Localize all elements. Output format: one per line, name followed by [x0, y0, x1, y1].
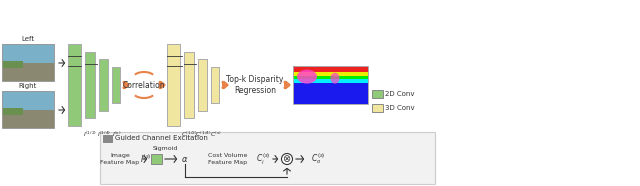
Text: $C_o^{(s)}$: $C_o^{(s)}$ — [311, 152, 325, 166]
Bar — [2, 61, 23, 68]
FancyBboxPatch shape — [68, 44, 81, 126]
Text: $I^{(1/2)}$: $I^{(1/2)}$ — [83, 130, 97, 139]
FancyBboxPatch shape — [103, 135, 112, 142]
Text: $I^{(s)}$: $I^{(s)}$ — [140, 153, 152, 165]
Text: $\alpha$: $\alpha$ — [181, 155, 189, 163]
Text: Sigmoid: Sigmoid — [152, 146, 178, 151]
Ellipse shape — [330, 73, 339, 84]
Bar — [293, 76, 368, 79]
Bar — [2, 91, 54, 110]
Text: 3D Conv: 3D Conv — [385, 105, 415, 111]
Text: $I^{(1/4)}$: $I^{(1/4)}$ — [97, 130, 111, 139]
Text: $\otimes$: $\otimes$ — [282, 153, 292, 164]
Text: Correlation: Correlation — [123, 81, 165, 89]
FancyBboxPatch shape — [99, 59, 108, 111]
FancyBboxPatch shape — [151, 154, 162, 164]
FancyBboxPatch shape — [184, 52, 194, 118]
FancyBboxPatch shape — [211, 67, 219, 103]
Text: Guided Channel Excitation: Guided Channel Excitation — [115, 135, 208, 142]
Text: $C^{(1/2)}$: $C^{(1/2)}$ — [180, 130, 197, 139]
Bar — [293, 66, 368, 72]
FancyBboxPatch shape — [167, 44, 180, 126]
Bar — [293, 83, 368, 104]
FancyBboxPatch shape — [372, 90, 383, 98]
Text: Cost Volume
Feature Map: Cost Volume Feature Map — [208, 153, 248, 165]
Text: Left: Left — [21, 36, 35, 42]
Text: $I^{(s)}$: $I^{(s)}$ — [112, 130, 122, 139]
Text: Image
Feature Map: Image Feature Map — [100, 153, 140, 165]
Bar — [2, 62, 54, 81]
Bar — [293, 72, 368, 76]
Text: Top-k Disparity
Regression: Top-k Disparity Regression — [227, 75, 284, 95]
Circle shape — [282, 153, 292, 164]
Text: $C_i^{(s)}$: $C_i^{(s)}$ — [256, 151, 270, 167]
Ellipse shape — [297, 70, 317, 84]
FancyBboxPatch shape — [198, 59, 207, 111]
Text: $C^{(1/4)}$: $C^{(1/4)}$ — [195, 130, 211, 139]
Bar — [2, 44, 54, 62]
Bar — [2, 110, 54, 128]
Text: 2D Conv: 2D Conv — [385, 91, 415, 97]
FancyBboxPatch shape — [100, 132, 435, 184]
FancyBboxPatch shape — [112, 67, 120, 103]
Text: Right: Right — [19, 83, 37, 89]
Bar — [293, 79, 368, 83]
FancyBboxPatch shape — [85, 52, 95, 118]
Bar — [2, 108, 23, 115]
FancyBboxPatch shape — [372, 104, 383, 112]
Text: $C^{(s)}$: $C^{(s)}$ — [210, 130, 222, 139]
